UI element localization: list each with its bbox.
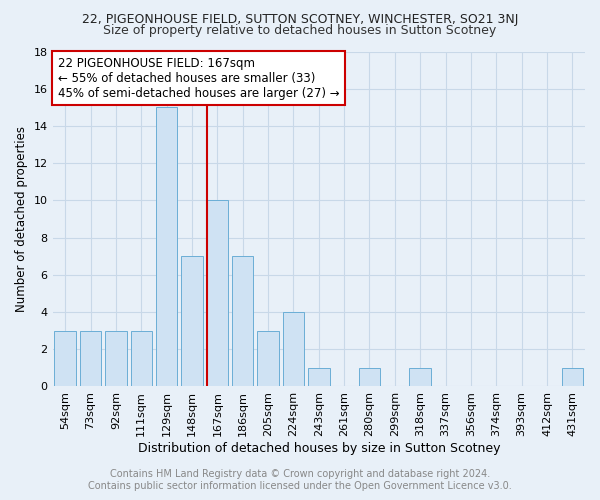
Text: Size of property relative to detached houses in Sutton Scotney: Size of property relative to detached ho…: [103, 24, 497, 37]
Bar: [308, 368, 329, 386]
Text: 22 PIGEONHOUSE FIELD: 167sqm
← 55% of detached houses are smaller (33)
45% of se: 22 PIGEONHOUSE FIELD: 167sqm ← 55% of de…: [58, 56, 340, 100]
Bar: [80, 330, 101, 386]
Text: 22, PIGEONHOUSE FIELD, SUTTON SCOTNEY, WINCHESTER, SO21 3NJ: 22, PIGEONHOUSE FIELD, SUTTON SCOTNEY, W…: [82, 12, 518, 26]
Bar: [181, 256, 203, 386]
Bar: [232, 256, 253, 386]
Y-axis label: Number of detached properties: Number of detached properties: [15, 126, 28, 312]
Bar: [409, 368, 431, 386]
Bar: [105, 330, 127, 386]
Bar: [206, 200, 228, 386]
X-axis label: Distribution of detached houses by size in Sutton Scotney: Distribution of detached houses by size …: [137, 442, 500, 455]
Bar: [131, 330, 152, 386]
Bar: [562, 368, 583, 386]
Bar: [55, 330, 76, 386]
Bar: [359, 368, 380, 386]
Bar: [156, 108, 178, 386]
Bar: [283, 312, 304, 386]
Text: Contains HM Land Registry data © Crown copyright and database right 2024.
Contai: Contains HM Land Registry data © Crown c…: [88, 470, 512, 491]
Bar: [257, 330, 279, 386]
